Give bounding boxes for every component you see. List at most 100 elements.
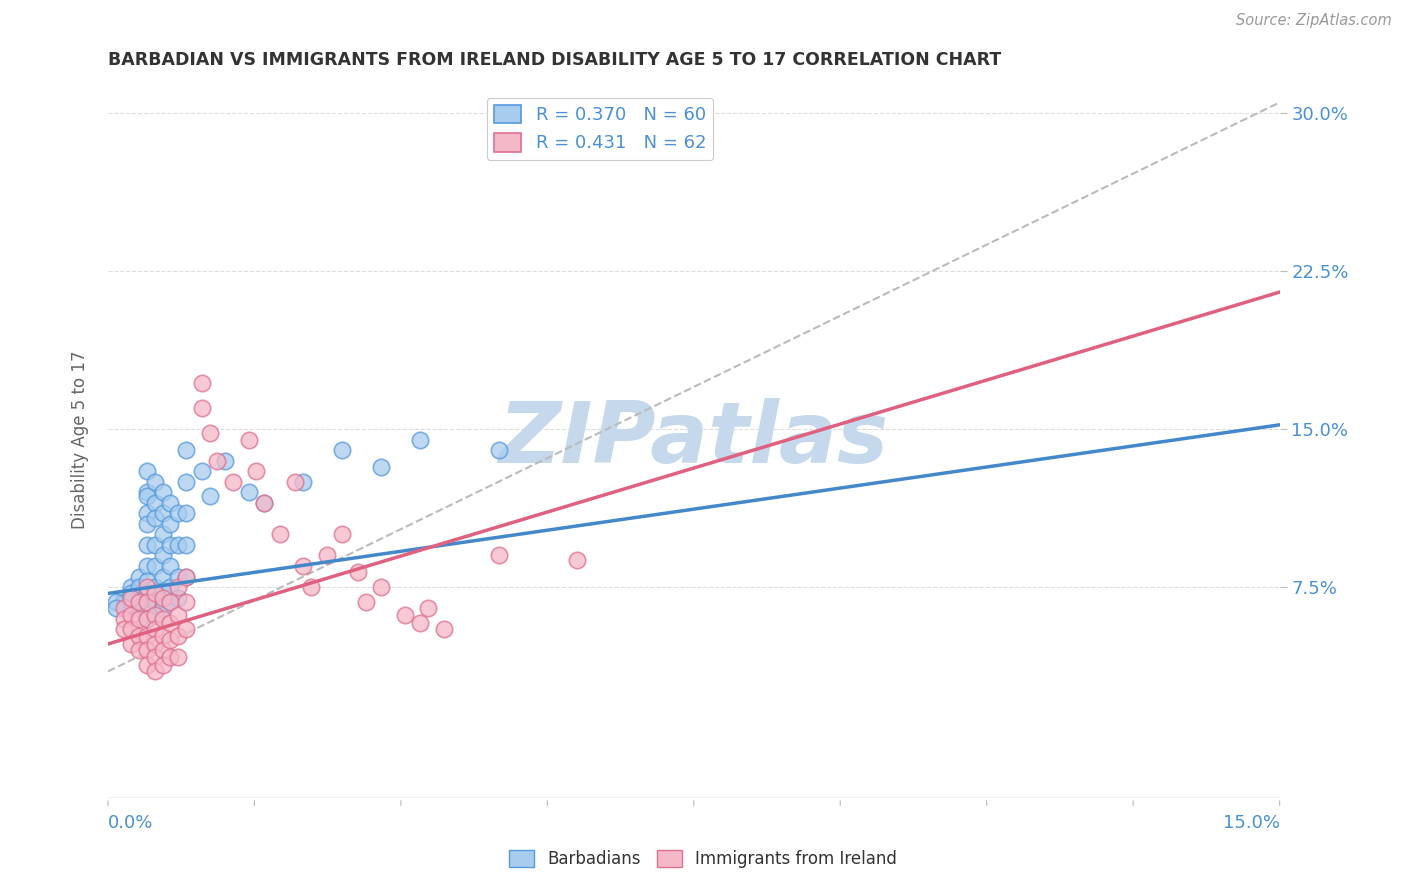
Point	[409, 433, 432, 447]
Point	[120, 637, 142, 651]
Point	[152, 584, 174, 599]
Point	[167, 569, 190, 583]
Point	[120, 580, 142, 594]
Point	[136, 485, 159, 500]
Point	[370, 580, 392, 594]
Point	[198, 490, 221, 504]
Point	[238, 485, 260, 500]
Point	[167, 538, 190, 552]
Point	[128, 580, 150, 594]
Point	[159, 595, 181, 609]
Point	[136, 538, 159, 552]
Point	[418, 601, 440, 615]
Point	[136, 612, 159, 626]
Point	[136, 629, 159, 643]
Point	[190, 464, 212, 478]
Point	[143, 586, 166, 600]
Point	[112, 595, 135, 609]
Point	[136, 643, 159, 657]
Point	[128, 595, 150, 609]
Point	[143, 538, 166, 552]
Point	[136, 595, 159, 609]
Point	[152, 601, 174, 615]
Point	[174, 569, 197, 583]
Point	[394, 607, 416, 622]
Point	[190, 376, 212, 390]
Point	[330, 443, 353, 458]
Point	[120, 586, 142, 600]
Point	[143, 665, 166, 679]
Point	[488, 549, 510, 563]
Point	[143, 622, 166, 636]
Point	[120, 591, 142, 605]
Text: ZIPatlas: ZIPatlas	[499, 398, 889, 481]
Point	[174, 507, 197, 521]
Point	[136, 516, 159, 531]
Point	[253, 496, 276, 510]
Point	[167, 649, 190, 664]
Point	[136, 490, 159, 504]
Point	[143, 595, 166, 609]
Point	[174, 595, 197, 609]
Point	[143, 607, 166, 622]
Point	[152, 527, 174, 541]
Point	[128, 629, 150, 643]
Point	[198, 426, 221, 441]
Point	[136, 580, 159, 594]
Point	[104, 595, 127, 609]
Point	[347, 566, 370, 580]
Legend: Barbadians, Immigrants from Ireland: Barbadians, Immigrants from Ireland	[502, 843, 904, 875]
Point	[152, 507, 174, 521]
Point	[152, 569, 174, 583]
Point	[159, 615, 181, 630]
Point	[269, 527, 291, 541]
Text: 0.0%: 0.0%	[108, 814, 153, 832]
Point	[120, 622, 142, 636]
Point	[152, 658, 174, 673]
Point	[174, 443, 197, 458]
Point	[152, 629, 174, 643]
Point	[128, 601, 150, 615]
Y-axis label: Disability Age 5 to 17: Disability Age 5 to 17	[72, 351, 89, 529]
Point	[253, 496, 276, 510]
Point	[159, 516, 181, 531]
Point	[143, 607, 166, 622]
Point	[143, 649, 166, 664]
Point	[112, 622, 135, 636]
Point	[159, 496, 181, 510]
Point	[159, 538, 181, 552]
Point	[488, 443, 510, 458]
Point	[136, 658, 159, 673]
Point	[152, 591, 174, 605]
Point	[174, 569, 197, 583]
Point	[143, 559, 166, 574]
Point	[120, 607, 142, 622]
Point	[299, 580, 322, 594]
Point	[174, 538, 197, 552]
Point	[214, 453, 236, 467]
Point	[284, 475, 307, 489]
Point	[159, 559, 181, 574]
Point	[207, 453, 229, 467]
Point	[128, 612, 150, 626]
Point	[112, 612, 135, 626]
Point	[143, 475, 166, 489]
Point	[143, 496, 166, 510]
Point	[136, 574, 159, 588]
Point	[112, 601, 135, 615]
Point	[354, 595, 377, 609]
Point	[167, 607, 190, 622]
Point	[409, 615, 432, 630]
Point	[152, 643, 174, 657]
Point	[245, 464, 267, 478]
Point	[136, 595, 159, 609]
Point	[174, 475, 197, 489]
Point	[143, 580, 166, 594]
Point	[292, 475, 315, 489]
Point	[222, 475, 245, 489]
Point	[136, 612, 159, 626]
Point	[167, 629, 190, 643]
Point	[152, 549, 174, 563]
Point	[565, 552, 588, 566]
Point	[174, 622, 197, 636]
